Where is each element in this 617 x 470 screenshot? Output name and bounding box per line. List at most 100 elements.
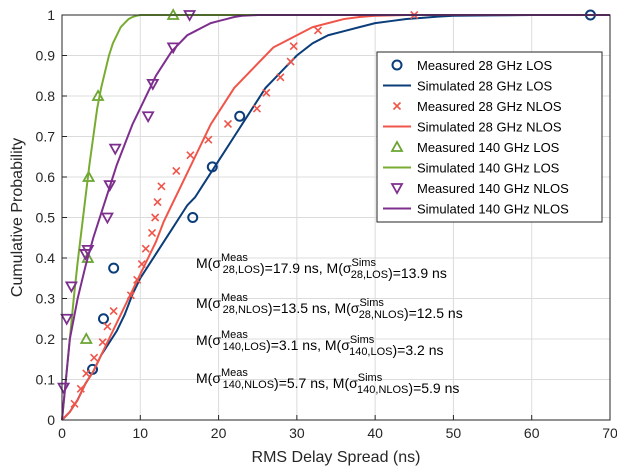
point-measured-140-ghz-nlos: [141, 111, 155, 124]
x-tick-label: 40: [367, 425, 383, 441]
annotation-text: )=5.9 ns: [408, 380, 459, 396]
annotation-text: M(: [196, 332, 213, 348]
point-measured-28-ghz-nlos: [186, 151, 195, 160]
point-measured-140-ghz-nlos: [103, 180, 117, 192]
y-tick-label: 1: [47, 7, 55, 23]
point-measured-28-ghz-nlos: [141, 244, 150, 253]
x-tick-label: 50: [446, 425, 462, 441]
median-annotations: M(σMeas 28,LOS)=17.9 ns, M(σSims 28,LOS)=1…: [196, 252, 463, 396]
annotation-text: M(: [196, 255, 213, 271]
series-simulated-140-ghz-los: [61, 14, 610, 421]
legend-swatch-marker: [391, 59, 403, 71]
x-marker-stroke: [137, 260, 146, 269]
annotation-subscript: 28,LOS: [223, 264, 260, 276]
legend-label: Simulated 140 GHz LOS: [417, 161, 560, 176]
annotation-superscript: Meas: [221, 292, 248, 304]
y-tick-label: 0.1: [36, 372, 56, 388]
legend-item-simulated-28-ghz-los: Simulated 28 GHz LOS: [383, 79, 552, 94]
x-marker-stroke: [82, 369, 91, 378]
x-marker-stroke: [204, 135, 213, 144]
x-marker-stroke: [157, 182, 166, 191]
point-measured-28-ghz-nlos: [204, 135, 213, 144]
legend-swatch-marker: [390, 140, 404, 152]
annotation-text: )=3.2 ns: [393, 342, 444, 358]
y-tick-label: 0.9: [36, 48, 56, 64]
annotation-subscript: 140,LOS: [349, 346, 392, 358]
legend-label: Simulated 28 GHz LOS: [417, 79, 552, 94]
point-measured-140-ghz-nlos: [100, 212, 114, 225]
y-tick-label: 0.4: [36, 250, 56, 266]
legend-item-simulated-140-ghz-los: Simulated 140 GHz LOS: [383, 161, 560, 176]
legend-label: Measured 140 GHz NLOS: [417, 181, 569, 196]
legend-swatch-marker: [392, 101, 402, 111]
point-measured-140-ghz-nlos: [60, 313, 74, 326]
x-marker-stroke: [223, 119, 233, 129]
legend-item-measured-28-ghz-nlos: Measured 28 GHz NLOS: [392, 99, 562, 114]
point-measured-28-ghz-nlos: [82, 369, 91, 378]
legend-label: Simulated 28 GHz NLOS: [417, 120, 562, 135]
x-marker-stroke: [109, 306, 118, 316]
point-measured-28-ghz-nlos: [153, 198, 162, 207]
x-marker-stroke: [313, 26, 323, 35]
line-simulated-28-ghz-los: [61, 14, 610, 421]
legend-item-measured-28-ghz-los: Measured 28 GHz LOS: [391, 58, 552, 73]
annotation-text: σ: [212, 255, 221, 271]
annotation-text: )=13.9 ns: [388, 265, 447, 281]
point-measured-28-ghz-los: [234, 110, 246, 122]
annotation-text: σ: [341, 337, 350, 353]
x-marker-stroke: [262, 88, 271, 97]
x-marker-stroke: [172, 166, 181, 175]
x-marker-stroke: [289, 42, 298, 51]
legend-item-simulated-140-ghz-nlos: Simulated 140 GHz NLOS: [383, 202, 569, 217]
point-measured-140-ghz-los: [79, 332, 93, 344]
x-marker-stroke: [392, 101, 402, 111]
point-measured-28-ghz-los: [97, 313, 109, 325]
median-annotation: M(σMeas 28,LOS)=17.9 ns, M(σSims 28,LOS)=1…: [196, 252, 447, 281]
annotation-subscript: 28,NLOS: [223, 304, 268, 316]
point-measured-140-ghz-nlos: [64, 281, 78, 294]
y-tick-label: 0.5: [36, 210, 56, 226]
x-marker-stroke: [252, 104, 261, 113]
legend-item-measured-140-ghz-nlos: Measured 140 GHz NLOS: [390, 181, 569, 196]
point-measured-28-ghz-nlos: [286, 57, 295, 66]
annotation-superscript: Sims: [352, 257, 377, 269]
y-tick-label: 0.8: [36, 88, 56, 104]
point-measured-140-ghz-los: [82, 170, 96, 182]
legend-swatch-marker: [390, 183, 404, 195]
annotation-text: )=17.9 ns, M(: [260, 260, 343, 276]
x-marker-stroke: [153, 198, 162, 207]
x-marker-stroke: [103, 322, 112, 331]
annotation-subscript: 140,NLOS: [223, 379, 274, 391]
x-tick-label: 30: [289, 425, 305, 441]
point-measured-28-ghz-nlos: [157, 182, 166, 191]
x-marker-stroke: [98, 338, 107, 347]
annotation-text: σ: [343, 260, 352, 276]
annotation-subscript: 28,NLOS: [359, 309, 404, 321]
point-measured-28-ghz-los: [108, 262, 120, 274]
annotation-text: σ: [351, 300, 360, 316]
annotation-superscript: Meas: [221, 329, 248, 341]
legend-item-measured-140-ghz-los: Measured 140 GHz LOS: [390, 140, 560, 155]
series-simulated-28-ghz-nlos: [61, 14, 610, 421]
legend-label: Measured 28 GHz NLOS: [417, 99, 562, 114]
annotation-text: σ: [212, 332, 221, 348]
point-measured-28-ghz-nlos: [172, 166, 181, 175]
median-annotation: M(σMeas 140,NLOS)=5.7 ns, M(σSims 140,NLOS…: [196, 367, 459, 396]
annotation-subscript: 140,LOS: [223, 341, 266, 353]
x-marker-stroke: [147, 228, 157, 237]
point-measured-28-ghz-nlos: [289, 42, 298, 51]
y-tick-label: 0.2: [36, 331, 56, 347]
annotation-text: )=12.5 ns: [404, 305, 463, 321]
annotation-superscript: Meas: [221, 367, 248, 379]
point-measured-28-ghz-los: [187, 212, 199, 223]
y-tick-label: 0.6: [36, 169, 56, 185]
legend-label: Measured 28 GHz LOS: [417, 58, 552, 73]
x-axis-label: RMS Delay Spread (ns): [252, 449, 421, 466]
annotation-text: )=3.1 ns, M(: [266, 337, 341, 353]
point-measured-28-ghz-nlos: [151, 213, 160, 222]
legend-item-simulated-28-ghz-nlos: Simulated 28 GHz NLOS: [383, 120, 562, 135]
annotation-superscript: Meas: [221, 252, 248, 264]
median-annotation: M(σMeas 28,NLOS)=13.5 ns, M(σSims 28,NLOS)…: [196, 292, 463, 321]
series-simulated-28-ghz-los: [61, 14, 610, 421]
